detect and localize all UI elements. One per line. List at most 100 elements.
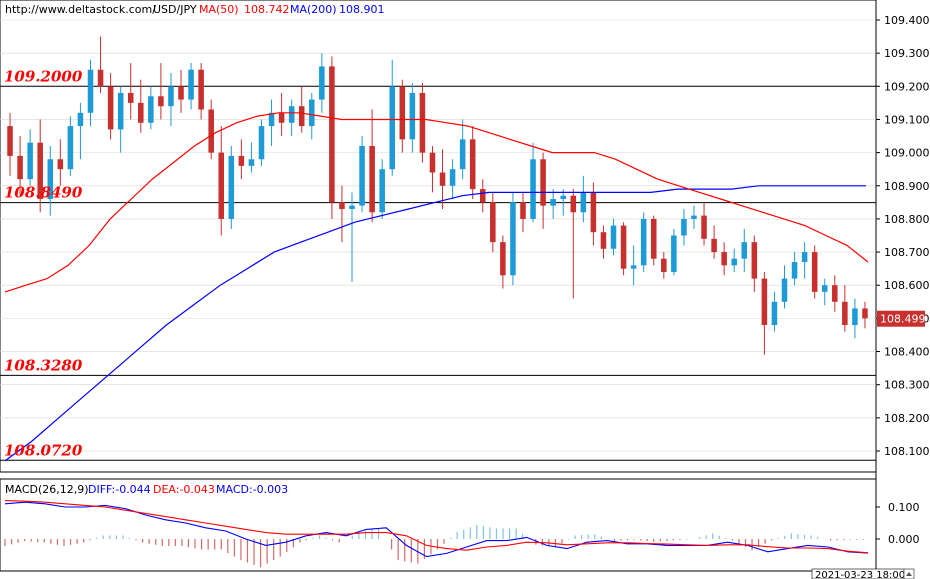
candle-up [630,265,637,269]
candle-up [228,155,235,219]
y-tick-label: 108.600 [884,279,930,292]
candle-down [832,285,838,302]
candle-down [37,142,43,200]
candle-down [842,301,848,326]
candle-up [801,252,808,263]
candle-down [751,242,758,279]
candle-up [188,69,194,100]
candle-up [319,66,325,100]
macd-diff-label: DIFF:-0.044 [88,483,151,496]
candle-down [661,258,667,272]
candle-down [811,252,818,292]
macd-tick-label: 0.000 [888,533,920,546]
candle-down [369,145,375,213]
y-tick-label: 108.400 [884,346,930,359]
candle-up [148,96,154,123]
candle-down [138,102,144,123]
candle-up [550,199,556,206]
candle-up [449,169,456,186]
candle-down [500,242,506,276]
ma200-value: 108.901 [339,3,385,16]
y-tick-label: 109.200 [884,80,930,93]
candle-down [208,109,214,153]
candle-up [77,112,84,127]
candle-down [721,252,727,266]
candle-up [67,126,74,170]
candle-down [419,92,426,153]
symbol-label: USD/JPY [153,3,197,16]
macd-tick-label: 0.100 [888,501,920,514]
source-url: http://www.deltastock.com/ [5,3,156,16]
candle-down [127,92,134,103]
last-price-label: 108.499 [880,313,926,326]
candle-up [409,92,416,140]
ma50-line [4,112,869,293]
candle-up [309,99,315,127]
candle-down [862,308,868,319]
candle-down [329,66,335,203]
candle-up [359,145,365,206]
candle-up [781,278,788,302]
candle-down [479,189,486,203]
candle-up [27,142,33,180]
candle-up [681,218,687,236]
candle-down [178,86,184,100]
candle-down [429,152,436,173]
candle-up [379,169,385,213]
timestamp-label: 2021-03-23 18:00 [815,570,905,579]
y-tick-label: 109.100 [884,113,930,126]
ma50-label: MA(50) [199,3,239,16]
candle-up [117,92,124,130]
candle-down [570,195,577,213]
candle-up [671,235,677,272]
candle-down [600,232,607,249]
candle-down [298,106,305,127]
candle-down [469,139,476,190]
candle-down [218,152,225,219]
level-label: 108.0720 [4,441,83,459]
macd-dea-label: DEA:-0.043 [153,483,215,496]
candle-down [650,218,657,259]
candle-down [339,202,345,209]
y-tick-label: 108.300 [884,379,930,392]
y-tick-label: 108.700 [884,246,930,259]
candle-up [258,126,265,160]
candle-down [490,202,496,243]
candle-up [510,202,516,276]
candle-up [248,159,255,166]
y-tick-label: 108.200 [884,412,930,425]
candle-down [520,202,526,219]
candle-up [821,285,828,292]
candle-up [459,139,466,170]
price-axis [876,0,930,579]
macd-diff-line [4,501,869,558]
expand-icon[interactable] [903,568,915,579]
level-label: 108.8490 [4,184,83,202]
y-tick-label: 109.300 [884,47,930,60]
candle-down [238,155,245,166]
macd-dea-line [4,500,869,554]
y-tick-label: 109.000 [884,147,930,160]
candle-up [741,242,748,259]
ma50-value: 108.742 [244,3,290,16]
candle-up [288,106,295,123]
candle-down [17,155,23,180]
candle-down [198,69,204,110]
candle-up [168,86,174,107]
candle-down [761,278,768,326]
candle-up [640,218,647,266]
candle-up [852,308,858,326]
candle-up [530,159,536,219]
candle-up [87,69,94,113]
candle-up [389,86,396,170]
candle-up [560,195,566,200]
candle-up [349,205,355,209]
candle-up [791,262,798,279]
candle-down [57,159,64,170]
candle-up [691,215,697,219]
y-tick-label: 108.800 [884,213,930,226]
candle-down [278,112,285,123]
price-panel [0,0,877,473]
candle-up [771,301,778,326]
ma200-label: MA(200) [290,3,337,16]
